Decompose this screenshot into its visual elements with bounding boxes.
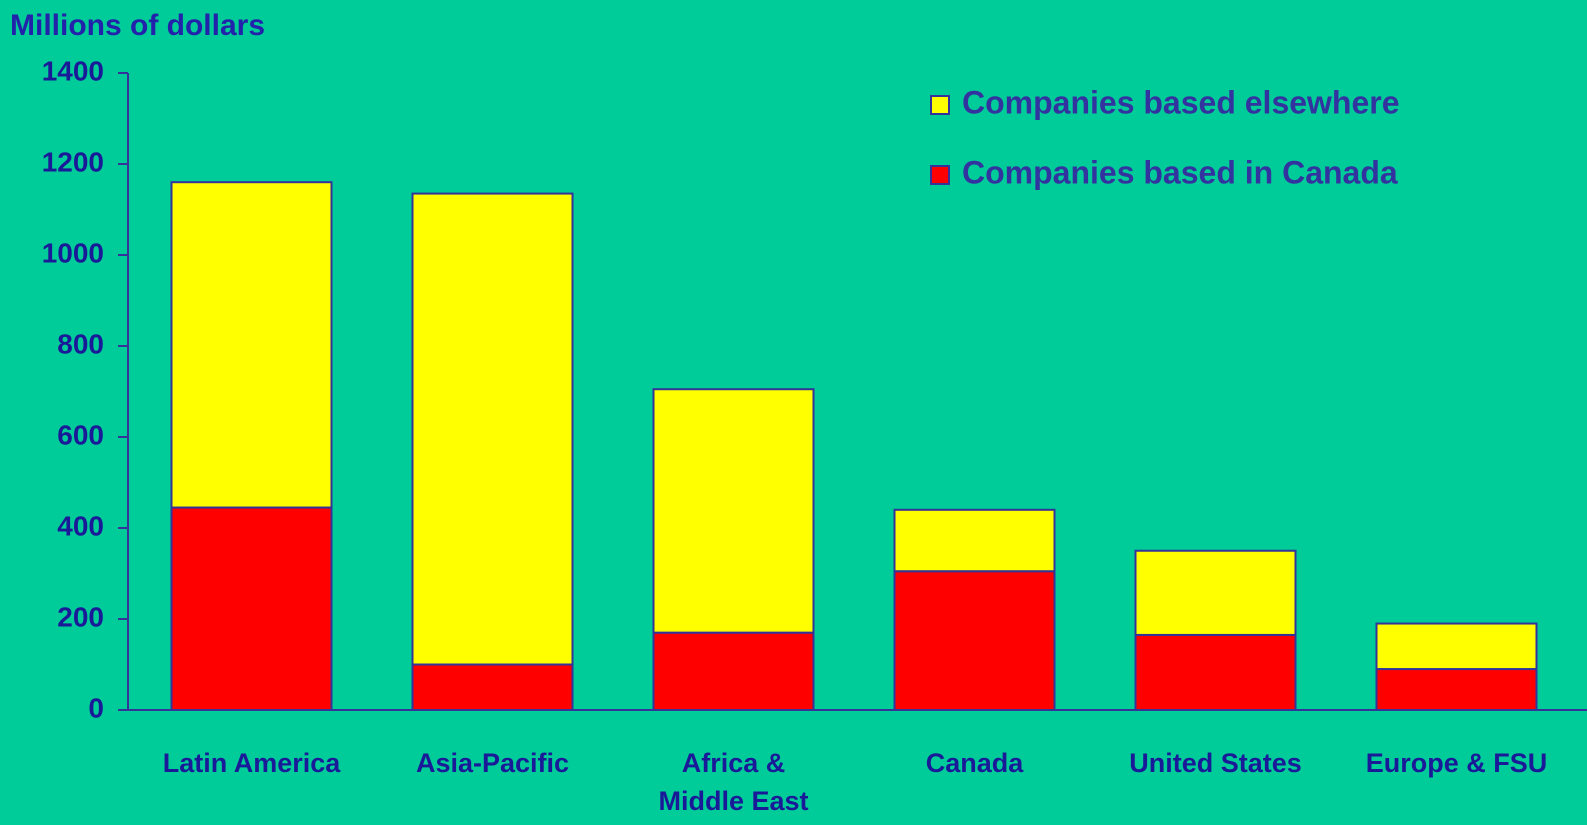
bar-segment: [652, 388, 815, 634]
legend-swatch: [930, 95, 950, 115]
bar-segment: [893, 570, 1056, 711]
y-axis-label: Millions of dollars: [10, 9, 265, 42]
bar-segment: [1134, 549, 1297, 636]
y-tick-label: 800: [57, 328, 104, 359]
bar-segment: [411, 192, 574, 666]
bar-segment: [1375, 622, 1538, 671]
x-tick-label: Latin America: [162, 748, 341, 778]
y-tick-label: 400: [57, 510, 104, 541]
y-tick-label: 0: [88, 692, 104, 723]
legend-label: Companies based elsewhere: [962, 84, 1400, 120]
y-tick-label: 1000: [42, 237, 104, 268]
legend-label: Companies based in Canada: [962, 154, 1398, 190]
legend-swatch: [930, 165, 950, 185]
x-tick-label: Africa & Middle East: [658, 748, 809, 816]
y-tick-label: 600: [57, 419, 104, 450]
y-tick-label: 1200: [42, 146, 104, 177]
bar-segment: [1375, 668, 1538, 711]
bar-segment: [893, 508, 1056, 573]
bar-segment: [652, 631, 815, 712]
bar-segment: [170, 506, 333, 711]
x-tick-label: Europe & FSU: [1365, 748, 1548, 778]
x-tick-label: Canada: [925, 748, 1024, 778]
bar-segment: [411, 663, 574, 711]
y-tick-label: 200: [57, 601, 104, 632]
x-tick-label: Asia-Pacific: [415, 748, 570, 778]
bar-segment: [1134, 633, 1297, 711]
bar-segment: [170, 181, 333, 509]
x-tick-label: United States: [1129, 748, 1302, 778]
y-tick-label: 1400: [42, 55, 104, 86]
